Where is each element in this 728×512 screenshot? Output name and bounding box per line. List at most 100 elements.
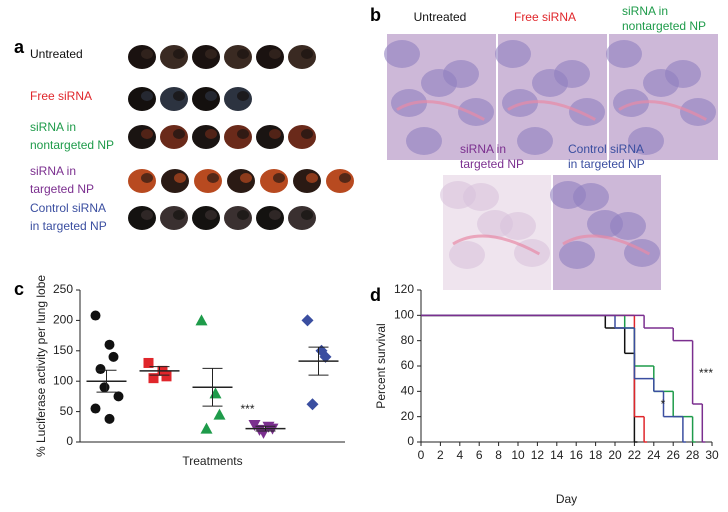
histology-image [507,100,596,121]
x-tick-label: 0 [418,448,425,462]
lung-photo [173,210,185,220]
panel-label: b [370,5,381,25]
row-label: in targeted NP [30,219,107,233]
x-tick-label: 26 [667,448,681,462]
data-point [306,398,319,411]
lung-photo [141,210,153,220]
histology-image [628,127,664,155]
lung-photo [192,125,220,149]
histology-image [618,100,707,121]
image-caption: siRNA in [622,4,668,18]
lung-photo [160,87,188,111]
lung-photo [269,129,281,139]
data-point [200,422,213,434]
image-caption: in targeted NP [568,157,645,171]
y-tick-label: 60 [401,358,415,372]
annotation: * [661,397,666,411]
histology-image [680,98,716,126]
image-caption: Control siRNA [568,142,644,156]
data-point [319,350,332,363]
y-tick-label: 80 [401,333,415,347]
lung-photo [141,173,153,183]
histology-image [517,127,553,155]
lung-photo [128,169,156,193]
y-tick-label: 0 [66,434,73,448]
lung-photo [160,45,188,69]
panel-label: d [370,285,381,305]
data-point [108,351,119,362]
panel-label: c [14,279,24,299]
data-point [195,314,208,326]
lung-photo [205,210,217,220]
lung-photo [141,129,153,139]
lung-photo [237,49,249,59]
data-point [90,403,101,414]
lung-photo [173,91,185,101]
lung-photo [339,173,351,183]
histology-image [665,60,701,88]
data-point [90,310,101,321]
x-tick-label: 24 [647,448,661,462]
lung-photo [205,49,217,59]
x-axis-label: Treatments [182,454,242,468]
lung-photo [227,169,255,193]
x-tick-label: 18 [589,448,603,462]
image-caption: Untreated [414,10,467,24]
x-axis-label: Day [556,492,577,506]
image-caption: siRNA in [460,142,506,156]
lung-photo [161,169,189,193]
lung-photo [269,210,281,220]
histology-image [384,40,420,68]
y-tick-label: 0 [407,434,414,448]
y-tick-label: 40 [401,384,415,398]
data-point [104,339,115,350]
row-label: Untreated [30,47,83,61]
lung-photo [207,173,219,183]
x-tick-label: 12 [531,448,545,462]
lung-photo [237,210,249,220]
histology-image [606,40,642,68]
histology-image [554,60,590,88]
lung-photo [160,125,188,149]
lung-photo [160,206,188,230]
x-tick-label: 6 [476,448,483,462]
lung-photo [301,49,313,59]
lung-photo [273,173,285,183]
histology-image [452,234,541,256]
y-tick-label: 120 [394,282,414,296]
image-caption: Free siRNA [514,10,576,24]
data-point [95,364,106,375]
lung-photo [192,206,220,230]
histology-image [569,98,605,126]
lung-photo [269,49,281,59]
lung-photo [141,49,153,59]
histology-image [495,40,531,68]
lung-photo [224,125,252,149]
lung-photo [173,129,185,139]
x-tick-label: 2 [437,448,444,462]
histology-image [610,212,646,240]
x-tick-label: 28 [686,448,700,462]
histology-image [463,183,499,211]
data-point [113,391,124,402]
annotation: *** [699,366,713,380]
histology-image [406,127,442,155]
y-axis-label: Percent survival [374,323,388,408]
y-tick-label: 200 [53,313,73,327]
lung-photo [301,129,313,139]
annotation: *** [240,402,254,416]
histology-image [500,212,536,240]
lung-photo [205,129,217,139]
x-tick-label: 20 [608,448,622,462]
x-tick-label: 14 [550,448,564,462]
image-caption: nontargeted NP [622,19,706,33]
histology-image [443,60,479,88]
x-tick-label: 16 [570,448,584,462]
lung-photo [128,206,156,230]
lung-photo [173,49,185,59]
lung-photo [237,129,249,139]
y-tick-label: 100 [53,373,73,387]
data-point [209,387,222,399]
row-label: Control siRNA [30,201,106,215]
